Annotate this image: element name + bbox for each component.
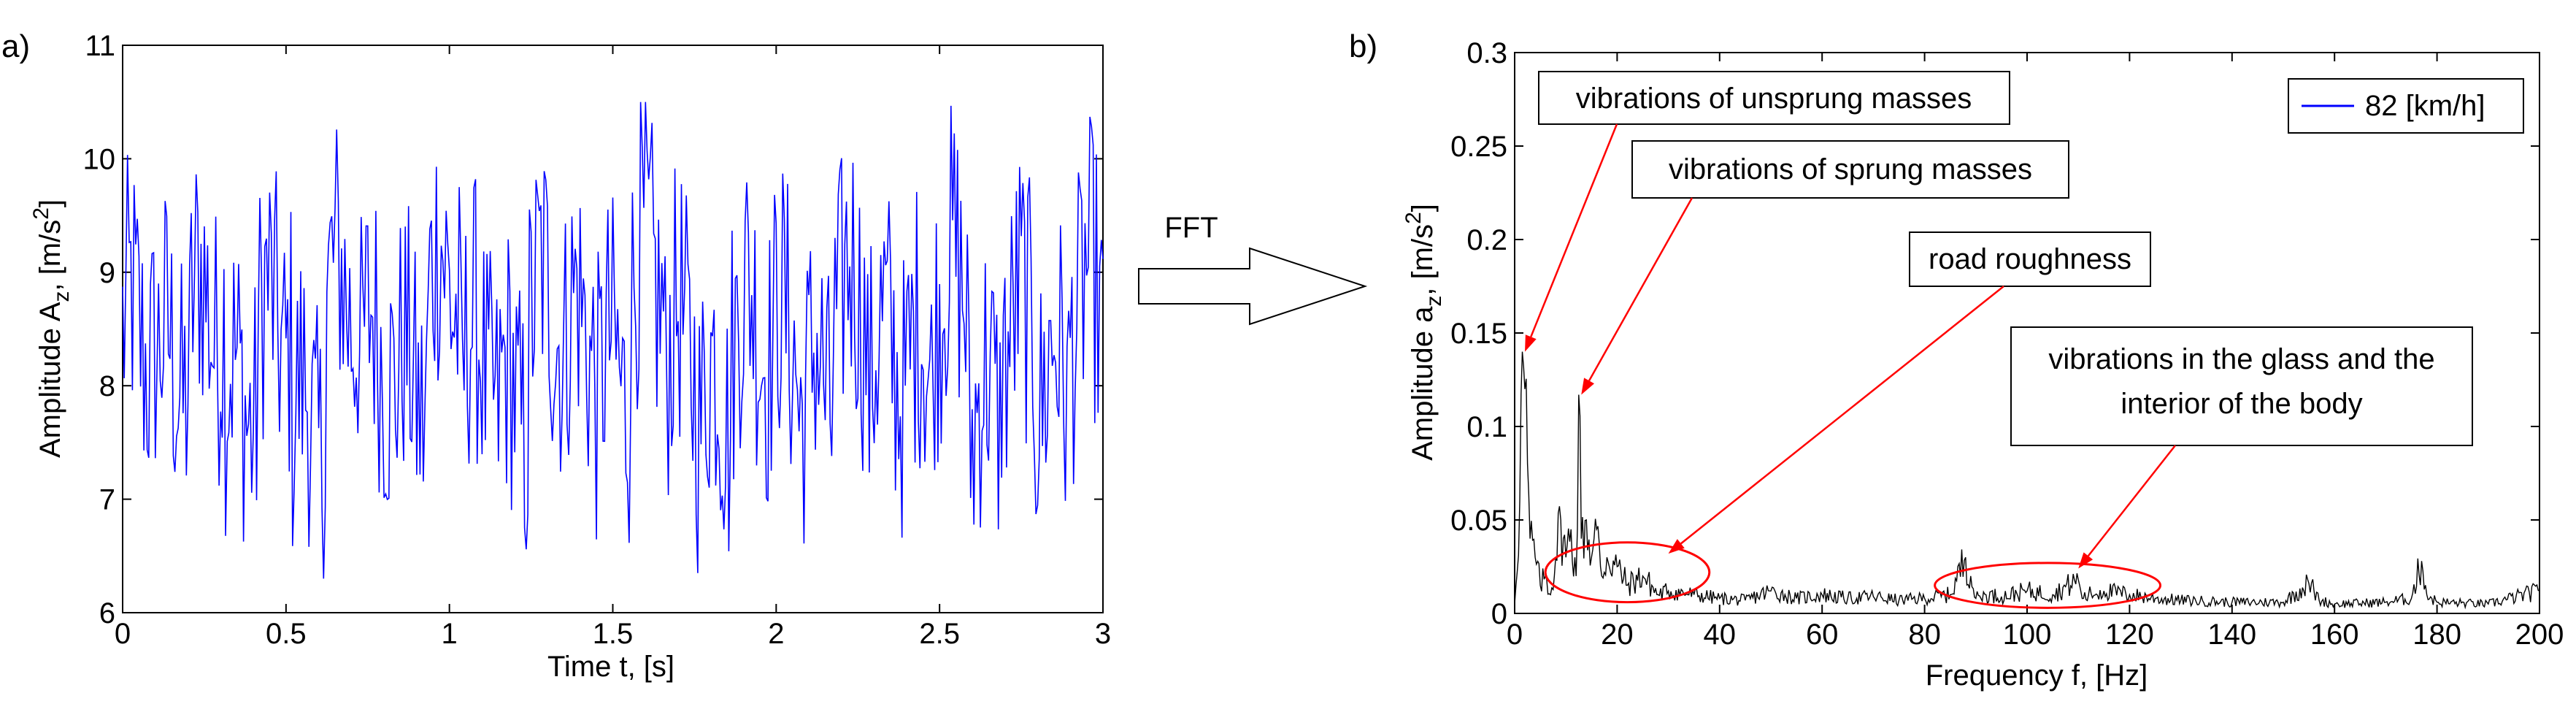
chart-a-xtick-label: 1: [442, 618, 458, 650]
glass-body-ellipse: [1934, 562, 2162, 609]
annotation-glass-box: [2010, 326, 2473, 446]
chart-a-ytick-label: 10: [83, 143, 116, 175]
annotation-glass-arrowhead: [2078, 552, 2094, 569]
chart-b-ytick-label: 0.15: [1450, 318, 1507, 350]
chart-a-xtick-label: 2.5: [919, 618, 960, 650]
annotation-unsprung-text: vibrations of unsprung masses: [1576, 83, 1972, 115]
chart-a-ytick-label: 7: [99, 484, 115, 516]
annotation-sprung-text: vibrations of sprung masses: [1669, 153, 2032, 185]
panel-b-label: b): [1349, 28, 1377, 64]
chart-b-ylabel: Amplitude az, [m/s2]: [1402, 204, 1446, 461]
chart-a-series: [122, 102, 1104, 579]
chart-b-xtick-label: 180: [2412, 619, 2461, 651]
chart-a-ytick-label: 8: [99, 370, 115, 402]
annotation-glass-arrow: [2087, 445, 2176, 557]
annotation-sprung-arrow: [1588, 197, 1693, 381]
chart-b-ytick-label: 0.2: [1466, 224, 1507, 256]
chart-b-ytick-label: 0.05: [1450, 505, 1507, 537]
chart-a-xtick-label: 0.5: [266, 618, 307, 650]
chart-b-ytick-label: 0.25: [1450, 131, 1507, 163]
annotation-road-arrow: [1680, 286, 2004, 545]
annotation-sprung-box: [1631, 140, 2069, 199]
chart-a-ytick-label: 9: [99, 257, 115, 289]
annotation-unsprung: vibrations of unsprung masses: [1525, 71, 2010, 352]
chart-b-ytick-label: 0.3: [1466, 37, 1507, 69]
chart-b-xtick-label: 160: [2310, 619, 2359, 651]
chart-b-ticks: 0 20 40 60 80 100 120 140 160 180 200 0 0.05 0.1 0.15 0…: [1450, 37, 2564, 651]
annotation-road-text: road roughness: [1929, 243, 2131, 275]
chart-b-ytick-label: 0: [1491, 598, 1507, 630]
legend-label: 82 [km/h]: [2365, 90, 2485, 122]
chart-b-xtick-label: 20: [1601, 619, 1634, 651]
chart-a-xtick-label: 0: [115, 618, 131, 650]
road-roughness-ellipse: [1544, 541, 1711, 604]
annotation-unsprung-box: [1538, 71, 2010, 125]
legend: 82 [km/h]: [2288, 78, 2524, 134]
fft-arrow: FFT: [1138, 212, 1368, 326]
fft-arrow-shape: [1138, 247, 1368, 326]
annotation-unsprung-arrowhead: [1525, 334, 1537, 352]
chart-b-xtick-label: 80: [1908, 619, 1941, 651]
chart-b-series: [1514, 351, 2540, 610]
chart-b-xtick-label: 0: [1507, 619, 1523, 651]
chart-a: 0 0.5 1 1.5 2 2.5 3 6 7 8 9 10 11 Time t, [s] Amplit…: [29, 30, 1111, 683]
chart-a-xtick-label: 2: [768, 618, 784, 650]
chart-b-xtick-label: 40: [1704, 619, 1737, 651]
chart-a-xtick-label: 1.5: [593, 618, 634, 650]
annotation-road: road roughness: [1668, 231, 2151, 554]
chart-b-spectrum-line: [1514, 351, 2540, 610]
chart-a-ytick-label: 6: [99, 597, 115, 629]
annotation-unsprung-arrow: [1530, 123, 1618, 337]
annotation-road-arrowhead: [1668, 539, 1685, 554]
annotation-glass-text-1: vibrations in the glass and the: [2048, 343, 2434, 375]
chart-a-ytick-label: 11: [85, 30, 115, 62]
annotation-sprung-arrowhead: [1581, 378, 1595, 395]
chart-b-xtick-label: 60: [1806, 619, 1839, 651]
chart-a-ticks: 0 0.5 1 1.5 2 2.5 3 6 7 8 9 10 11: [83, 30, 1112, 650]
annotation-glass: vibrations in the glass and the interior…: [2010, 326, 2473, 569]
chart-a-ylabel: Amplitude Az, [m/s2]: [29, 199, 74, 458]
chart-b-xtick-label: 100: [2003, 619, 2052, 651]
annotation-road-box: [1909, 231, 2151, 287]
annotation-sprung: vibrations of sprung masses: [1581, 140, 2069, 395]
chart-a-xlabel: Time t, [s]: [547, 651, 674, 683]
chart-a-frame: [122, 45, 1104, 613]
fft-arrow-label: FFT: [1164, 212, 1218, 244]
chart-b-xtick-label: 200: [2515, 619, 2564, 651]
chart-b-xtick-label: 140: [2207, 619, 2256, 651]
chart-a-xtick-label: 3: [1095, 618, 1111, 650]
chart-b-ytick-label: 0.1: [1466, 411, 1507, 443]
chart-b-xtick-label: 120: [2105, 619, 2154, 651]
chart-a-signal-line: [122, 102, 1104, 579]
chart-b-xlabel: Frequency f, [Hz]: [1926, 659, 2148, 692]
panel-a-label: a): [1, 28, 30, 64]
annotation-glass-text-2: interior of the body: [2121, 388, 2362, 420]
chart-b: 0 20 40 60 80 100 120 140 160 180 200 0 0.05 0.1 0.15 0…: [1402, 37, 2564, 692]
